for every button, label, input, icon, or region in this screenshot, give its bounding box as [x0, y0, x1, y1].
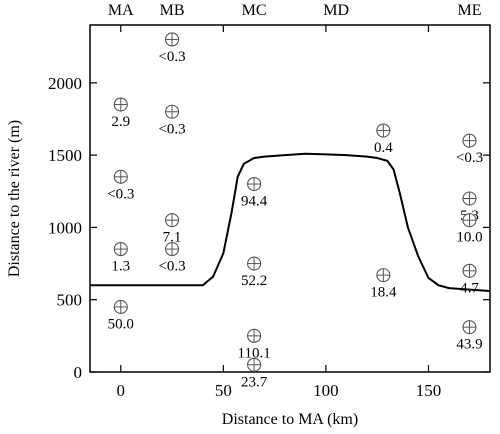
point-label: 50.0 — [108, 316, 134, 332]
point-label: <0.3 — [158, 49, 185, 65]
data-point: <0.3 — [158, 32, 186, 65]
river-line — [90, 152, 491, 292]
column-label: MA — [108, 2, 134, 19]
y-tick-label: 0 — [74, 363, 83, 382]
data-points: 2.9 <0.3 1.3 50.0 <0.3 <0.3 7.1 <0.3 94.4 52.2 110… — [107, 32, 483, 390]
point-label: 2.9 — [111, 114, 130, 130]
point-label: 7.1 — [163, 230, 182, 246]
y-tick-label: 1500 — [48, 146, 82, 165]
data-point: <0.3 — [158, 242, 186, 275]
data-point: 23.7 — [241, 357, 268, 390]
axis-ticks — [90, 25, 490, 373]
column-label: ME — [457, 2, 481, 19]
point-label: 110.1 — [238, 345, 271, 361]
column-label: MB — [160, 2, 185, 19]
point-label: 1.3 — [111, 259, 130, 275]
y-tick-label: 1000 — [48, 218, 82, 237]
data-point: 7.1 — [163, 213, 182, 246]
point-label: 0.4 — [374, 140, 393, 156]
point-label: 18.4 — [370, 285, 397, 301]
point-label: 4.7 — [460, 280, 479, 296]
data-point: 94.4 — [241, 176, 268, 210]
column-label: MC — [242, 2, 267, 19]
point-label: 52.2 — [241, 273, 267, 289]
data-point: 43.9 — [456, 320, 483, 353]
data-point: 50.0 — [108, 299, 134, 332]
point-label: 10.0 — [456, 230, 482, 246]
data-point: 0.4 — [374, 123, 393, 156]
point-label: 23.7 — [241, 374, 268, 390]
column-label: MD — [323, 2, 349, 19]
x-tick-label: 50 — [215, 381, 232, 400]
point-label: <0.3 — [107, 186, 134, 202]
point-label: 43.9 — [456, 337, 482, 353]
data-point: 1.3 — [111, 242, 130, 275]
point-label: <0.3 — [158, 259, 185, 275]
x-tick-label: 0 — [117, 381, 126, 400]
y-tick-label: 2000 — [48, 74, 82, 93]
data-point: 10.0 — [456, 213, 483, 246]
x-axis-title: Distance to MA (km) — [222, 411, 358, 428]
x-tick-label: 150 — [416, 381, 442, 400]
plot-frame — [89, 24, 491, 373]
point-label: <0.3 — [158, 121, 185, 137]
data-point: <0.3 — [158, 104, 186, 137]
data-point: <0.3 — [107, 169, 134, 202]
data-point: 18.4 — [370, 268, 397, 301]
data-point: <0.3 — [456, 133, 483, 166]
data-point: 52.2 — [241, 256, 267, 289]
data-point: 110.1 — [238, 328, 271, 361]
x-tick-label: 100 — [313, 381, 339, 400]
y-tick-label: 500 — [57, 291, 83, 310]
data-point: 4.7 — [460, 263, 479, 296]
y-axis-title: Distance to the river (m) — [6, 120, 23, 277]
data-point: 2.9 — [111, 97, 130, 130]
column-labels: MA MB MC MD ME — [108, 2, 482, 19]
point-label: <0.3 — [456, 150, 483, 166]
point-label: 94.4 — [241, 194, 268, 210]
